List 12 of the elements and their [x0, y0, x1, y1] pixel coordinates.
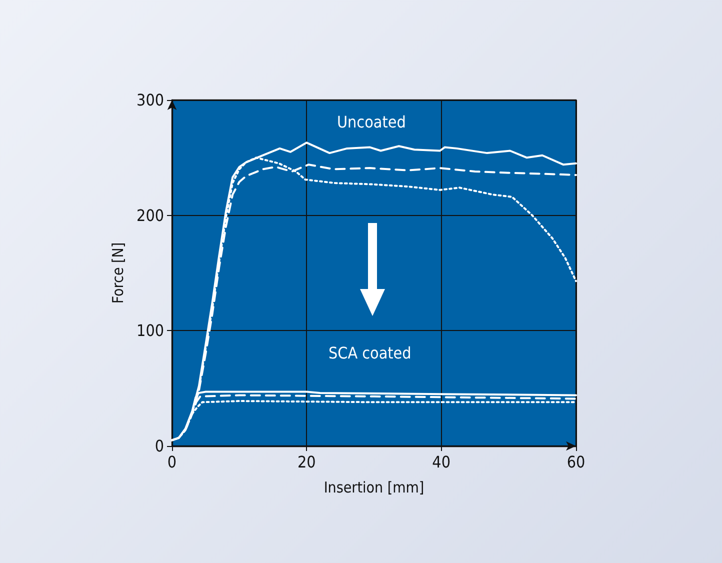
y-tick-label: 100	[136, 321, 164, 340]
y-tick-label: 300	[136, 90, 164, 110]
x-tick-label: 60	[566, 452, 586, 472]
y-tick-label: 200	[136, 206, 164, 225]
annotation: SCA coated	[328, 344, 412, 362]
x-tick-label: 40	[432, 452, 450, 472]
x-axis-title: Insertion [mm]	[324, 478, 424, 496]
x-tick-label: 0	[167, 452, 177, 472]
annotation: Uncoated	[337, 112, 406, 132]
y-axis-title: Force [N]	[109, 242, 128, 304]
x-tick-label: 20	[298, 452, 316, 472]
y-tick-label: 0	[154, 436, 164, 456]
